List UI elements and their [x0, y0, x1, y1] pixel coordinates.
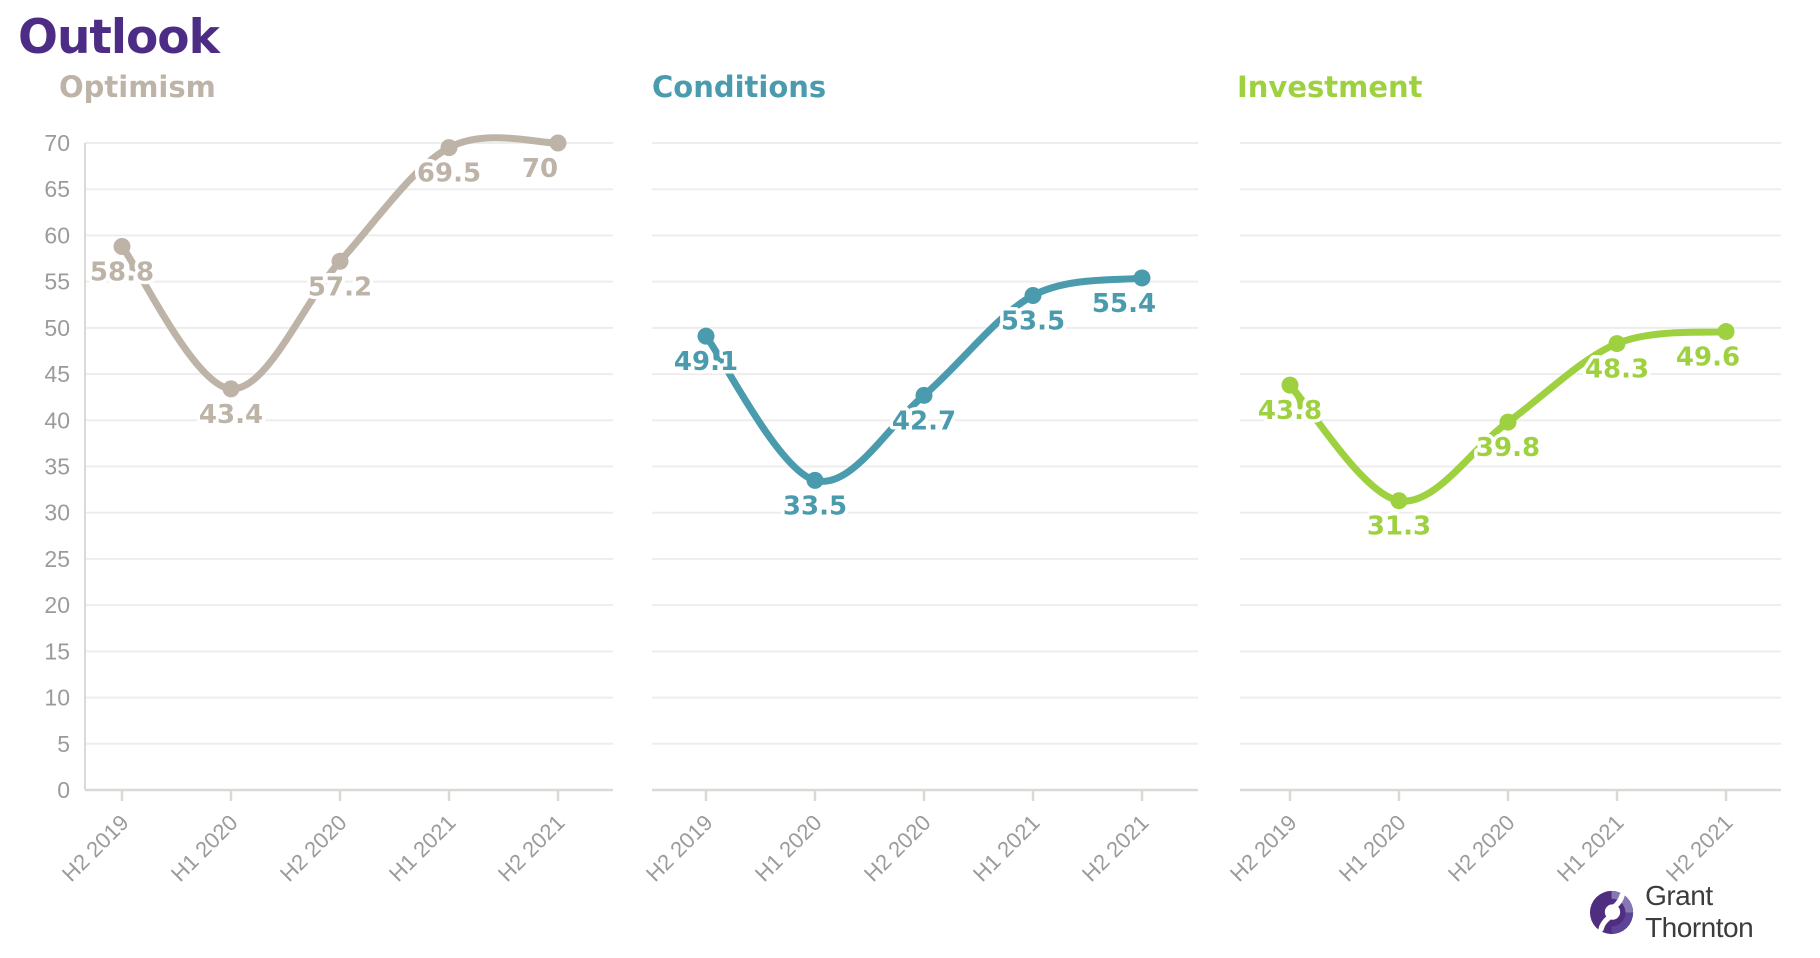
value-label: 31.3 — [1367, 512, 1431, 542]
value-label: 55.4 — [1092, 289, 1156, 319]
y-tick-label: 45 — [44, 361, 70, 387]
x-tick-label: H2 2019 — [641, 810, 718, 887]
x-tick-label: H1 2020 — [1334, 810, 1411, 887]
chart-title-optimism: Optimism — [59, 70, 216, 104]
y-tick-label: 60 — [44, 222, 70, 248]
data-point-tail — [122, 250, 135, 272]
chart-title-conditions: Conditions — [652, 70, 827, 104]
data-point-marker — [1024, 287, 1042, 305]
y-tick-label: 0 — [57, 777, 70, 803]
data-point-marker — [331, 252, 349, 270]
series-line — [118, 134, 562, 393]
value-label: 49.6 — [1676, 343, 1740, 373]
x-tick-label: H2 2019 — [1225, 810, 1302, 887]
data-point-marker — [1608, 335, 1626, 353]
x-tick-label: H1 2021 — [968, 810, 1045, 887]
x-tick-label: H2 2019 — [57, 810, 134, 887]
series-line — [702, 274, 1146, 485]
y-tick-label: 50 — [44, 315, 70, 341]
data-point-marker — [1717, 323, 1735, 341]
x-tick-label: H2 2021 — [493, 810, 570, 887]
data-point-marker — [1390, 492, 1408, 510]
optimism-plot: 0 5 10 15 20 25 30 35 40 45 50 55 60 65 70 H2 2019 H1 20… — [44, 130, 613, 886]
data-point-marker — [1133, 269, 1151, 287]
data-point-tail — [1290, 388, 1303, 410]
y-tick-label: 35 — [44, 454, 70, 480]
value-label: 49.1 — [674, 347, 738, 377]
x-tick-label: H2 2021 — [1077, 810, 1154, 887]
value-label: 57.2 — [308, 272, 372, 302]
x-tick-label: H1 2020 — [750, 810, 827, 887]
y-tick-label: 10 — [44, 685, 70, 711]
data-point-marker — [806, 471, 824, 489]
x-tick-label: H1 2021 — [1552, 810, 1629, 887]
value-label: 43.8 — [1258, 396, 1322, 426]
grant-thornton-pinwheel-icon — [1589, 890, 1634, 934]
value-label: 70 — [522, 154, 558, 184]
investment-plot: H2 2019 H1 2020 H2 2020 H1 2021 H2 2021 43.8 3… — [1225, 142, 1781, 887]
data-point-marker — [1499, 413, 1517, 431]
y-tick-label: 5 — [57, 731, 70, 757]
x-tick-label: H2 2021 — [1661, 810, 1738, 887]
x-tick-label: H1 2020 — [166, 810, 243, 887]
data-point-marker — [549, 134, 567, 152]
value-label: 33.5 — [783, 491, 847, 521]
x-tick-label: H1 2021 — [384, 810, 461, 887]
data-point-marker — [222, 380, 240, 398]
x-tick-label: H2 2020 — [275, 810, 352, 887]
data-point-tail — [706, 339, 719, 361]
y-tick-label: 20 — [44, 592, 70, 618]
value-label: 58.8 — [90, 258, 154, 288]
value-label: 39.8 — [1476, 433, 1540, 463]
grant-thornton-wordmark: Grant Thornton — [1645, 880, 1754, 943]
value-label: 42.7 — [892, 406, 956, 436]
value-label: 43.4 — [199, 400, 263, 430]
y-tick-label: 15 — [44, 638, 70, 664]
x-tick-label: H2 2020 — [1443, 810, 1520, 887]
data-point-marker — [915, 386, 933, 404]
conditions-plot: H2 2019 H1 2020 H2 2020 H1 2021 H2 2021 49.1 3… — [641, 142, 1198, 887]
chart-title-investment: Investment — [1237, 70, 1423, 104]
y-tick-label: 65 — [44, 176, 70, 202]
grant-thornton-logo: Grant Thornton — [1589, 880, 1820, 944]
value-label: 48.3 — [1585, 355, 1649, 385]
x-tick-label: H2 2020 — [859, 810, 936, 887]
y-tick-label: 55 — [44, 269, 70, 295]
value-label: 53.5 — [1001, 307, 1065, 337]
value-label: 69.5 — [417, 159, 481, 189]
page-title: Outlook — [18, 10, 220, 65]
y-tick-label: 30 — [44, 500, 70, 526]
data-point-marker — [440, 139, 458, 157]
y-tick-label: 70 — [44, 130, 70, 156]
y-tick-label: 25 — [44, 546, 70, 572]
y-tick-label: 40 — [44, 407, 70, 433]
